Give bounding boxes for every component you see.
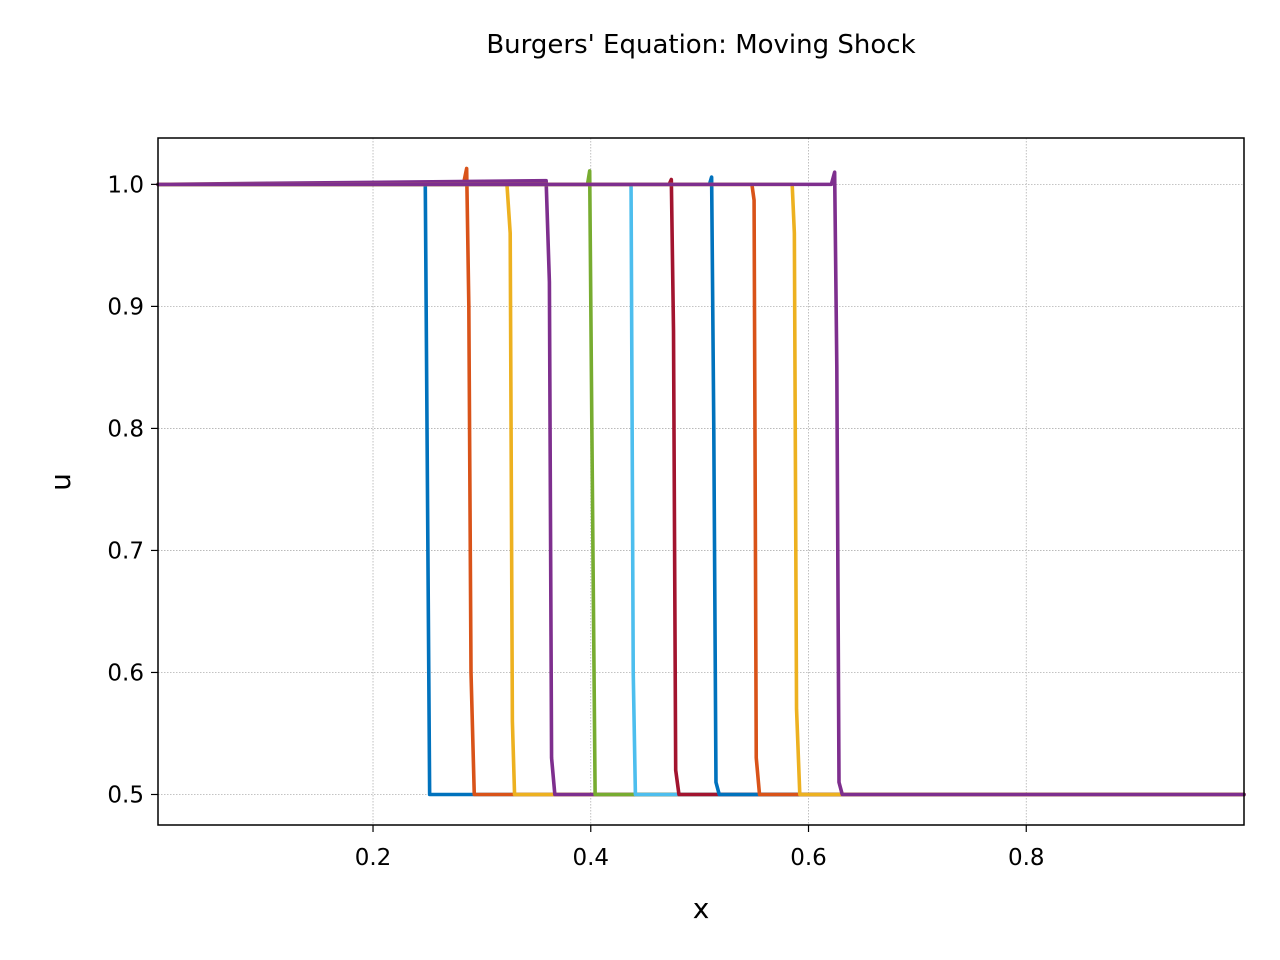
y-tick-label-0: 0.5 — [107, 782, 144, 808]
x-axis-label: x — [693, 892, 710, 925]
tick-layer: 0.2 0.4 0.6 0.8 0.5 0.6 0.7 0.8 0.9 1.0 — [107, 172, 1044, 871]
grid-layer — [158, 138, 1244, 825]
series-line-10 — [156, 182, 1246, 797]
series-line-5 — [156, 169, 1246, 797]
chart-title: Burgers' Equation: Moving Shock — [486, 30, 916, 60]
series-line-11 — [156, 170, 1246, 797]
series-line-2 — [156, 166, 1246, 797]
series-line-3 — [156, 182, 1246, 797]
y-tick-label-4: 0.9 — [107, 294, 144, 320]
series-layer — [156, 166, 1246, 797]
x-tick-label-2: 0.6 — [790, 845, 827, 871]
series-line-4 — [156, 178, 1246, 797]
series-line-8 — [156, 175, 1246, 797]
y-axis-label: u — [44, 473, 77, 491]
y-tick-label-3: 0.8 — [107, 416, 144, 442]
y-tick-label-1: 0.6 — [107, 660, 144, 686]
x-tick-label-1: 0.4 — [572, 845, 609, 871]
y-tick-label-5: 1.0 — [107, 172, 144, 198]
series-line-9 — [156, 182, 1246, 797]
x-tick-label-0: 0.2 — [355, 845, 392, 871]
series-line-6 — [156, 182, 1246, 797]
series-line-1 — [156, 182, 1246, 797]
y-tick-label-2: 0.7 — [107, 538, 144, 564]
series-line-7 — [156, 177, 1246, 797]
x-tick-label-3: 0.8 — [1008, 845, 1045, 871]
plot-frame — [157, 137, 1245, 826]
